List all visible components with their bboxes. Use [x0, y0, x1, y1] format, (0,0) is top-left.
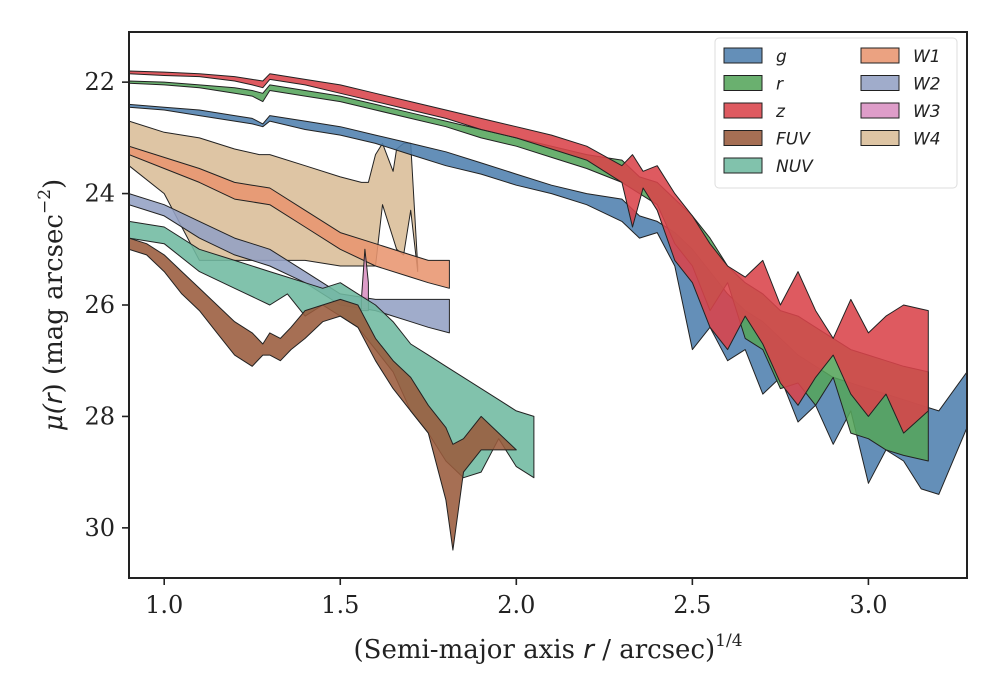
x-axis-label-main: (Semi-major axis	[353, 635, 583, 665]
legend-swatch-z	[723, 102, 763, 119]
legend-swatch-r	[723, 75, 763, 91]
band-r	[129, 80, 929, 462]
legend-swatch-w3	[860, 102, 900, 119]
y-axis-label-exponent: −2	[35, 189, 55, 214]
band-fuv	[129, 237, 517, 551]
legend-label-nuv: NUV	[776, 157, 814, 177]
legend: grz FUV NUV W1 W2 W3 W4	[714, 37, 958, 189]
band-w1	[129, 145, 450, 289]
x-tick-label: 1.0	[145, 591, 183, 619]
y-tick-label: 24	[84, 180, 115, 208]
y-tick-label: 28	[84, 402, 115, 430]
legend-label-w2: W2	[913, 75, 941, 95]
legend-swatch-w1	[860, 47, 900, 64]
y-axis-label-unit: ) (mag arcsec	[39, 214, 69, 393]
x-tick-label: 3.0	[849, 591, 887, 619]
x-tick-label: 1.5	[321, 591, 359, 619]
legend-label-w4: W4	[913, 130, 941, 150]
legend-label-g: g	[776, 47, 787, 67]
y-tick-label: 26	[84, 291, 115, 319]
y-axis-label-close: )	[39, 179, 69, 189]
axis-ticks: 1.0 1.5 2.0 2.5 3.0 22 24 26 28 30	[84, 68, 887, 619]
y-tick-label: 22	[84, 68, 115, 96]
y-tick-label: 30	[84, 514, 115, 542]
legend-swatch-fuv	[723, 130, 763, 146]
band-z	[129, 70, 929, 434]
legend-label-r: r	[776, 75, 784, 95]
profile-bands	[129, 70, 967, 551]
x-axis-label: (Semi-major axis r / arcsec)1/4	[353, 631, 742, 665]
legend-label-z: z	[775, 102, 786, 122]
x-axis-label-unit: / arcsec)	[594, 635, 715, 665]
band-g	[129, 103, 967, 495]
plot-frame	[128, 31, 968, 579]
x-axis-label-exponent: 1/4	[715, 631, 742, 651]
legend-swatch-w2	[860, 75, 900, 91]
legend-swatch-nuv	[723, 157, 763, 174]
y-axis-label: μ(r) (mag arcsec−2)	[35, 179, 69, 431]
legend-label-fuv: FUV	[776, 130, 811, 150]
y-axis-label-mu: μ(	[39, 403, 69, 431]
legend-label-w3: W3	[913, 102, 941, 122]
legend-label-w1: W1	[913, 47, 941, 67]
band-w2	[129, 193, 450, 334]
x-tick-label: 2.5	[673, 591, 711, 619]
x-axis-label-var: r	[583, 635, 596, 665]
legend-swatch-g	[723, 47, 763, 64]
x-tick-label: 2.0	[497, 591, 535, 619]
y-axis-label-var: r	[39, 391, 69, 404]
legend-swatch-w4	[860, 130, 900, 146]
